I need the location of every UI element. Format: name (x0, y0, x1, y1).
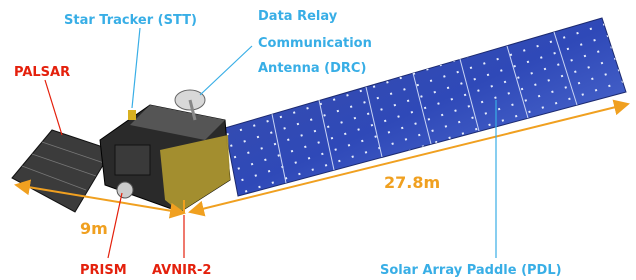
leader-line (132, 28, 140, 108)
label: Solar Array Paddle (PDL) (380, 263, 562, 278)
leader-line (45, 80, 62, 135)
dimension-label: 9m (80, 219, 108, 238)
palsar-antenna (12, 130, 112, 212)
diagram: Star Tracker (STT) Data Relay Communicat… (0, 0, 636, 280)
label: Data Relay (258, 9, 338, 24)
label: AVNIR-2 (152, 263, 211, 278)
leader-line (200, 46, 252, 95)
label: Antenna (DRC) (258, 61, 366, 76)
leader-line (108, 193, 122, 258)
label: PRISM (80, 263, 127, 278)
label: Star Tracker (STT) (64, 13, 197, 28)
dimension-label: 27.8m (384, 173, 440, 192)
label: PALSAR (14, 65, 70, 80)
satellite-body (100, 90, 230, 212)
label: Communication (258, 36, 372, 51)
